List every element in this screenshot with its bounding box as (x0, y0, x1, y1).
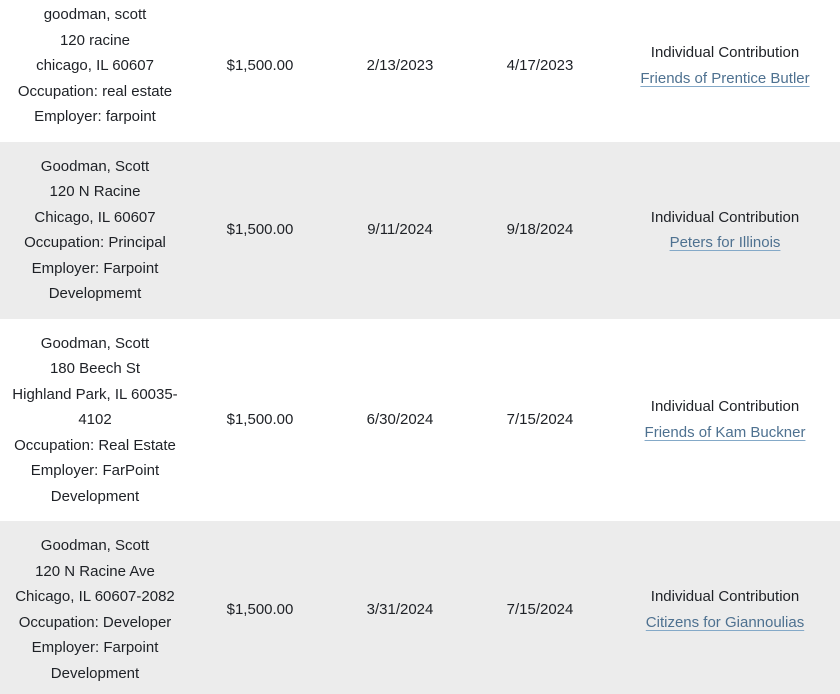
received-date-cell: 9/11/2024 (330, 142, 470, 319)
contribution-type-label: Individual Contribution (650, 208, 800, 226)
donor-employer: Employer: FarPoint Development (30, 462, 160, 505)
contribution-amount: $1,500.00 (226, 221, 294, 239)
reported-date-cell: 7/15/2024 (470, 319, 610, 522)
received-date: 9/11/2024 (367, 221, 433, 239)
reported-date-cell: 9/18/2024 (470, 142, 610, 319)
amount-cell: $1,500.00 (190, 521, 330, 694)
table-row: Goodman, Scott 120 N Racine Chicago, IL … (0, 141, 840, 319)
table-row: Goodman, Scott 180 Beech St Highland Par… (0, 318, 840, 522)
contribution-amount: $1,500.00 (226, 600, 294, 618)
donor-occupation: Occupation: real estate (17, 82, 173, 100)
donor-occupation: Occupation: Principal (24, 234, 166, 251)
amount-cell: $1,500.00 (190, 319, 330, 522)
received-date-cell: 3/31/2024 (330, 521, 470, 694)
committee-link[interactable]: Peters for Illinois (669, 234, 781, 251)
reported-date-cell: 7/15/2024 (470, 521, 610, 694)
donor-city-state-zip: Highland Park, IL 60035-4102 (12, 385, 178, 429)
contribution-amount: $1,500.00 (226, 57, 294, 74)
contribution-type-label: Individual Contribution (650, 588, 800, 605)
donor-occupation: Occupation: Real Estate (14, 436, 176, 454)
donor-employer: Employer: Farpoint Developmemt (31, 259, 159, 303)
donor-address: 180 Beech St (49, 360, 141, 377)
reported-date: 9/18/2024 (506, 221, 574, 239)
donor-name: Goodman, Scott (40, 157, 150, 175)
donor-cell: Goodman, Scott 180 Beech St Highland Par… (0, 319, 190, 522)
committee-link[interactable]: Friends of Prentice Butler (640, 69, 810, 87)
amount-cell: $1,500.00 (190, 142, 330, 319)
reported-date: 7/15/2024 (506, 600, 574, 618)
donor-cell: Goodman, Scott 120 N Racine Ave Chicago,… (0, 521, 190, 694)
received-date: 2/13/2023 (366, 57, 434, 74)
reported-date: 7/15/2024 (506, 411, 574, 428)
contribution-cell: Individual Contribution Friends of Kam B… (610, 319, 840, 522)
received-date-cell: 2/13/2023 (330, 0, 470, 142)
donor-occupation: Occupation: Developer (18, 613, 172, 631)
donor-name: goodman, scott (43, 6, 147, 23)
donor-address: 120 N Racine Ave (35, 562, 155, 580)
committee-link[interactable]: Friends of Kam Buckner (644, 423, 806, 441)
received-date-cell: 6/30/2024 (330, 319, 470, 522)
donor-employer: Employer: Farpoint Development (31, 639, 159, 682)
donor-cell: goodman, scott 120 racine chicago, IL 60… (0, 0, 190, 142)
reported-date: 4/17/2023 (506, 57, 574, 74)
donor-employer: Employer: farpoint (34, 108, 156, 125)
received-date: 6/30/2024 (366, 411, 434, 428)
received-date: 3/31/2024 (366, 600, 434, 618)
contribution-type-label: Individual Contribution (650, 398, 800, 416)
donor-city-state-zip: Chicago, IL 60607 (34, 208, 156, 226)
donor-cell: Goodman, Scott 120 N Racine Chicago, IL … (0, 142, 190, 319)
table-row: Goodman, Scott 120 N Racine Ave Chicago,… (0, 521, 840, 694)
contribution-type-label: Individual Contribution (650, 44, 800, 62)
donor-address: 120 N Racine (49, 183, 141, 200)
contribution-cell: Individual Contribution Friends of Prent… (610, 0, 840, 142)
contribution-cell: Individual Contribution Citizens for Gia… (610, 521, 840, 694)
donor-address: 120 racine (59, 31, 131, 49)
donor-city-state-zip: chicago, IL 60607 (36, 57, 154, 74)
donor-city-state-zip: Chicago, IL 60607-2082 (15, 588, 175, 605)
donor-name: Goodman, Scott (40, 334, 150, 352)
amount-cell: $1,500.00 (190, 0, 330, 142)
committee-link[interactable]: Citizens for Giannoulias (645, 613, 805, 631)
contribution-amount: $1,500.00 (226, 411, 294, 428)
donor-name: Goodman, Scott (40, 537, 150, 554)
reported-date-cell: 4/17/2023 (470, 0, 610, 142)
contribution-cell: Individual Contribution Peters for Illin… (610, 142, 840, 319)
table-row: goodman, scott 120 racine chicago, IL 60… (0, 0, 840, 142)
